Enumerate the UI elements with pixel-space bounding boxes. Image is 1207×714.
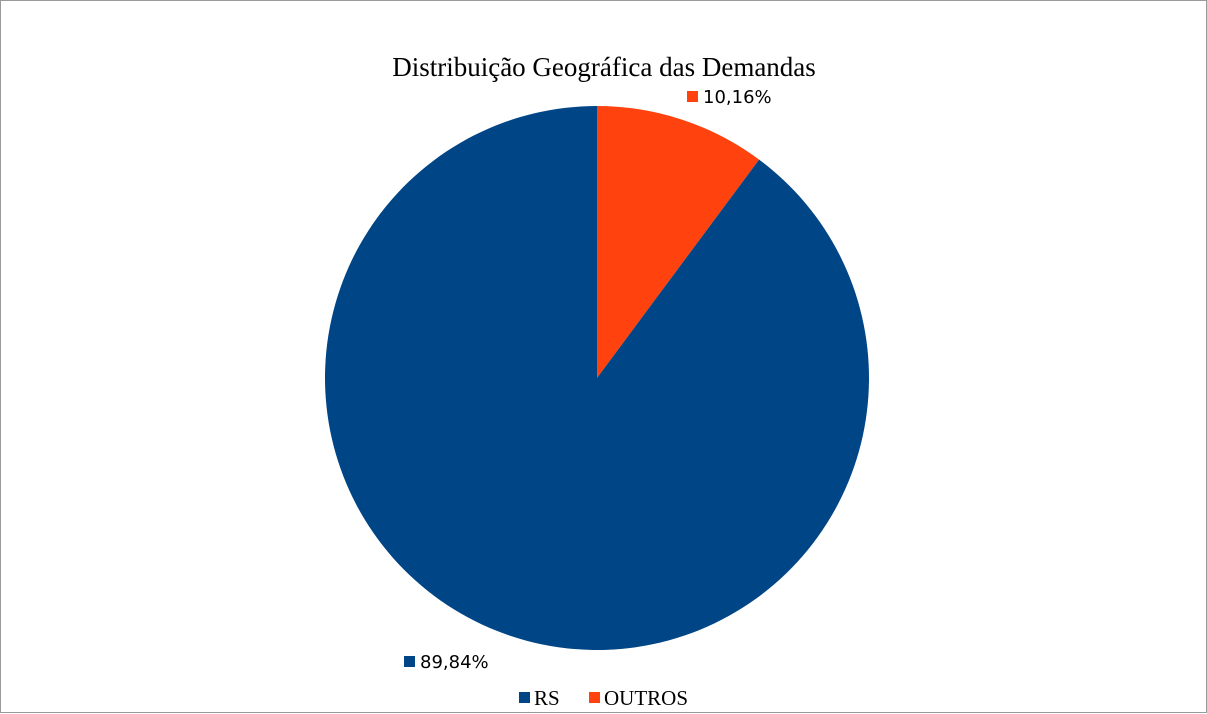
legend-label-rs: RS: [534, 686, 560, 710]
legend-key-outros: [589, 692, 600, 703]
data-label-outros: 10,16%: [703, 87, 772, 108]
data-label-key-rs: [404, 656, 415, 667]
pie-slice-outros: [597, 106, 760, 378]
data-label-rs: 89,84%: [420, 652, 489, 673]
data-labels: 89,84% 10,16%: [404, 87, 772, 673]
pie-slice-rs: [324, 106, 869, 650]
legend-key-rs: [519, 692, 530, 703]
legend: RS OUTROS: [519, 686, 688, 710]
data-label-key-outros: [687, 91, 698, 102]
chart-title: Distribuição Geográfica das Demandas: [392, 52, 816, 82]
legend-label-outros: OUTROS: [604, 686, 688, 710]
pie-slices: [324, 106, 869, 650]
